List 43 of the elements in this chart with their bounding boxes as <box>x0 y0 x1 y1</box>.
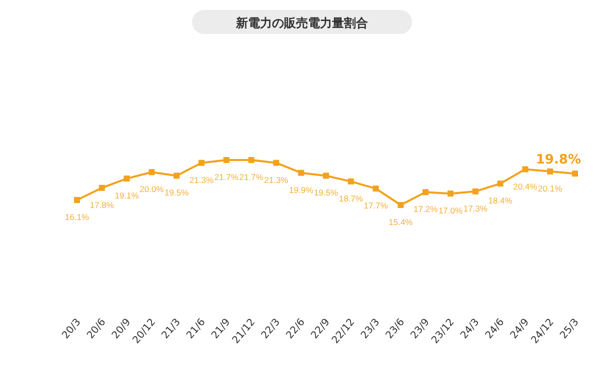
data-label: 17.2% <box>414 204 438 214</box>
data-label: 17.8% <box>90 200 114 210</box>
point <box>448 190 454 197</box>
data-label: 19.5% <box>314 188 338 198</box>
data-label: 21.3% <box>264 174 289 185</box>
point <box>422 189 429 196</box>
point <box>323 172 329 179</box>
point <box>497 180 504 187</box>
point <box>198 160 204 166</box>
point <box>472 188 478 194</box>
data-label: 17.0% <box>438 206 463 216</box>
data-label: 18.4% <box>488 196 513 206</box>
point <box>348 178 354 184</box>
point <box>124 176 130 182</box>
point <box>298 170 304 176</box>
data-label: 15.4% <box>388 217 414 227</box>
point <box>572 170 578 177</box>
data-label: 20.1% <box>538 183 563 194</box>
data-label: 19.5% <box>164 188 190 198</box>
chart-title: 新電力の販売電力量割合 <box>235 16 369 30</box>
data-label: 19.1% <box>114 190 140 201</box>
data-label: 20.4% <box>513 181 538 192</box>
point <box>74 197 80 203</box>
data-label: 19.8% <box>536 152 581 168</box>
point <box>174 172 180 179</box>
point <box>223 157 230 163</box>
point <box>273 160 280 166</box>
point <box>398 202 404 208</box>
data-label: 21.7% <box>214 172 239 182</box>
point <box>547 168 554 174</box>
point <box>372 186 379 192</box>
data-label: 18.7% <box>338 193 364 204</box>
point <box>248 157 254 163</box>
point <box>522 166 528 172</box>
data-label: 16.1% <box>64 212 90 222</box>
data-label: 21.3% <box>189 174 214 185</box>
data-label: 21.7% <box>239 172 264 182</box>
data-label: 17.3% <box>463 203 488 214</box>
point <box>148 169 155 176</box>
data-label: 19.9% <box>289 184 314 195</box>
data-label: 20.0% <box>140 184 164 194</box>
point <box>98 184 105 191</box>
data-label: 17.7% <box>364 200 388 211</box>
